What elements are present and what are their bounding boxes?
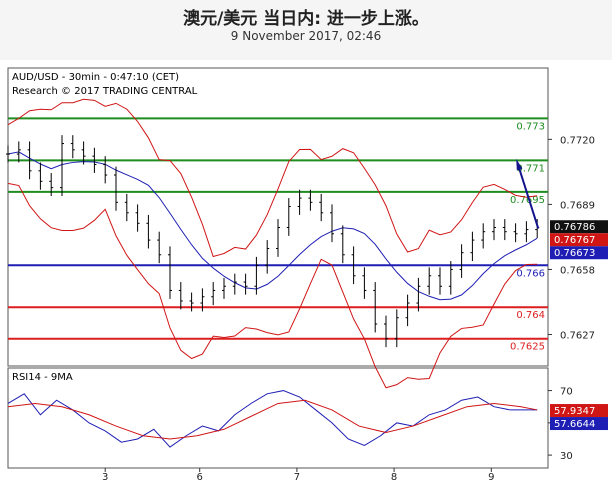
price-tick-label: 0.7689 bbox=[560, 200, 595, 211]
bollinger-lower bbox=[7, 182, 538, 389]
rsi-tag-label: 57.6644 bbox=[554, 419, 595, 430]
level-label: 0.773 bbox=[516, 121, 545, 132]
x-tick-label: 9 bbox=[488, 472, 494, 483]
price-tag-label: 0.76786 bbox=[554, 222, 595, 233]
price-tick-label: 0.7720 bbox=[560, 135, 595, 146]
rsi-tag bbox=[550, 404, 608, 418]
x-tick-label: 3 bbox=[102, 472, 108, 483]
price-tick-label: 0.7658 bbox=[560, 265, 595, 276]
level-label: 0.764 bbox=[516, 310, 545, 321]
price-tag-label: 0.76673 bbox=[554, 248, 595, 259]
forecast-arrow-head bbox=[516, 158, 523, 171]
rsi-line bbox=[7, 390, 538, 448]
rsi-tag bbox=[550, 417, 608, 431]
copyright-caption: Research © 2017 TRADING CENTRAL bbox=[12, 86, 198, 97]
rsi-tag-label: 57.9347 bbox=[554, 406, 595, 417]
forecast-arrow bbox=[517, 164, 540, 229]
level-label: 0.771 bbox=[516, 163, 545, 174]
price-tag-label: 0.76767 bbox=[554, 235, 595, 246]
page-subtitle: 9 November 2017, 02:46 bbox=[230, 29, 382, 43]
level-label: 0.766 bbox=[516, 268, 545, 279]
moving-average-line bbox=[7, 151, 538, 301]
header-band bbox=[0, 0, 612, 60]
bollinger-upper bbox=[7, 98, 538, 258]
rsi-tick-label: 30 bbox=[560, 451, 573, 462]
level-label: 0.7695 bbox=[510, 195, 545, 206]
x-tick-label: 7 bbox=[294, 472, 300, 483]
price-tag bbox=[550, 246, 608, 260]
price-tag bbox=[550, 233, 608, 247]
price-tick-label: 0.7627 bbox=[560, 331, 595, 342]
page-title: 澳元/美元 当日内: 进一步上涨。 bbox=[183, 9, 429, 29]
rsi-caption: RSI14 - 9MA bbox=[12, 372, 73, 383]
level-label: 0.7625 bbox=[510, 342, 545, 353]
price-panel bbox=[7, 67, 549, 367]
rsi-tick-label: 70 bbox=[560, 387, 573, 398]
instrument-caption: AUD/USD - 30min - 0:47:10 (CET) bbox=[12, 72, 179, 83]
rsi-panel bbox=[7, 367, 549, 469]
x-tick-label: 6 bbox=[197, 472, 203, 483]
x-tick-label: 8 bbox=[391, 472, 397, 483]
price-tag bbox=[550, 220, 608, 234]
rsi-ma-line bbox=[7, 399, 538, 440]
